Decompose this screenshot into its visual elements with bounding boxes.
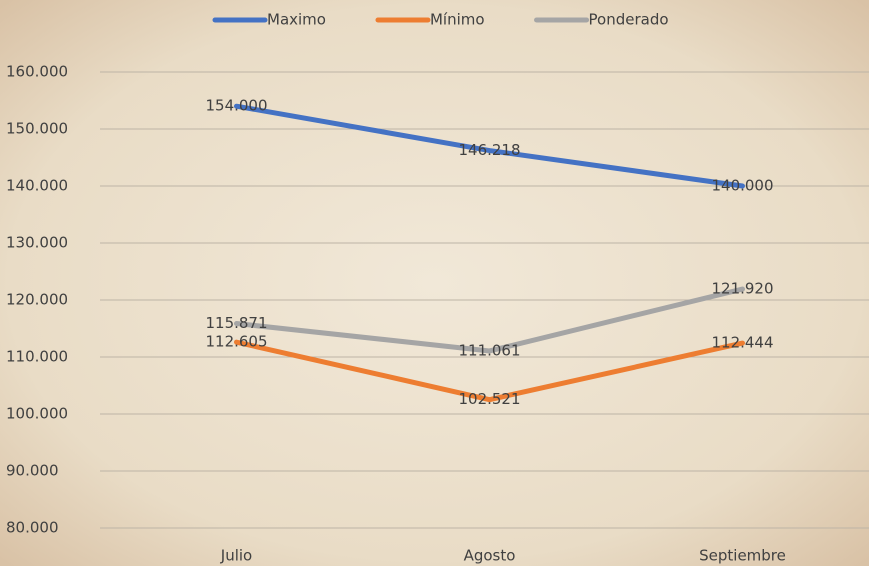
- data-label: 102.521: [458, 390, 520, 408]
- y-tick-label: 150.000: [6, 120, 68, 138]
- data-label: 111.061: [458, 341, 520, 359]
- legend-label: Maximo: [267, 11, 326, 29]
- data-label: 154.000: [205, 97, 267, 115]
- chart: 80.000 90.000 100.000 110.000 120.000 130.000…: [0, 0, 869, 566]
- data-label: 112.605: [205, 333, 267, 351]
- y-tick-label: 80.000: [6, 519, 59, 537]
- legend-label: Mínimo: [430, 11, 485, 29]
- data-label: 112.444: [711, 334, 773, 352]
- data-label: 115.871: [205, 314, 267, 332]
- data-label: 140.000: [711, 177, 773, 195]
- y-tick-label: 120.000: [6, 291, 68, 309]
- x-tick-label: Agosto: [464, 547, 516, 565]
- page: 80.000 90.000 100.000 110.000 120.000 130.000…: [0, 0, 869, 566]
- y-tick-label: 160.000: [6, 63, 68, 81]
- data-label: 121.920: [711, 280, 773, 298]
- x-tick-label: Julio: [220, 547, 252, 565]
- data-label: 146.218: [458, 141, 520, 159]
- y-tick-label: 110.000: [6, 348, 68, 366]
- y-tick-label: 90.000: [6, 462, 59, 480]
- legend-label: Ponderado: [589, 11, 669, 29]
- y-tick-label: 100.000: [6, 405, 68, 423]
- x-tick-label: Septiembre: [699, 547, 786, 565]
- y-tick-label: 140.000: [6, 177, 68, 195]
- y-tick-label: 130.000: [6, 234, 68, 252]
